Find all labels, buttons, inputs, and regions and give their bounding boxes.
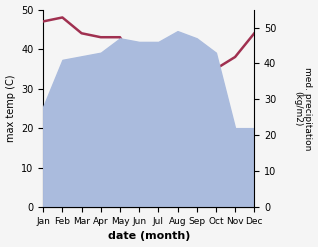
X-axis label: date (month): date (month) (107, 231, 190, 242)
Y-axis label: max temp (C): max temp (C) (5, 75, 16, 142)
Y-axis label: med. precipitation
(kg/m2): med. precipitation (kg/m2) (293, 67, 313, 150)
